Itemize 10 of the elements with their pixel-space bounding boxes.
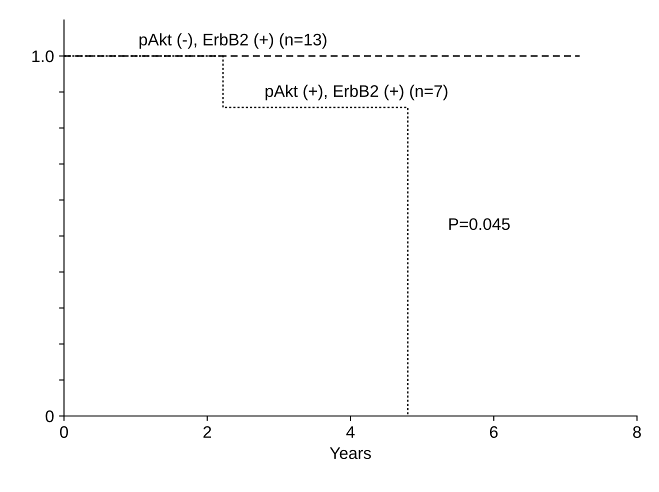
- x-axis-title: Years: [330, 447, 371, 460]
- x-tick-label: 2: [203, 426, 212, 438]
- y-tick-label: 1.0: [32, 50, 54, 62]
- series-label: pAkt (+), ErbB2 (+) (n=7): [266, 84, 448, 100]
- annotation: P=0.045: [449, 218, 510, 230]
- x-tick-label: 4: [346, 426, 355, 438]
- series-label: pAkt (-), ErbB2 (+) (n=13): [140, 33, 326, 49]
- x-tick-label: 6: [490, 426, 498, 438]
- x-tick-label: 0: [60, 426, 68, 438]
- x-tick-label: 8: [633, 426, 641, 438]
